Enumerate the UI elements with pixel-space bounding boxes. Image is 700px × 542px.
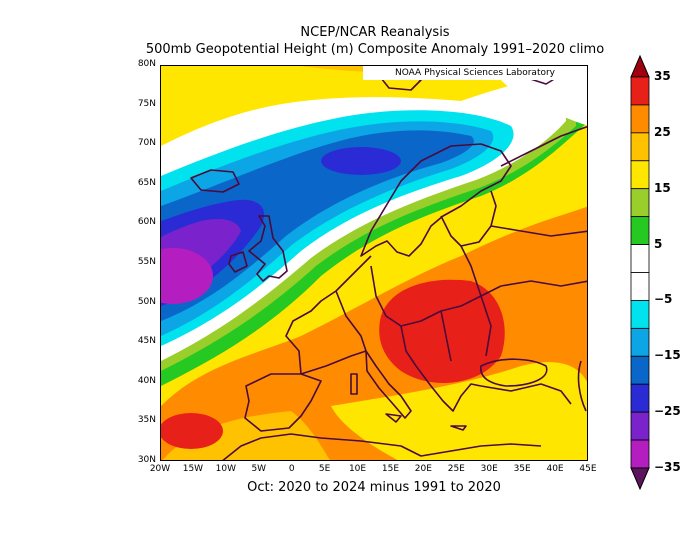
lon-tick-label: 15W [182, 464, 204, 474]
lon-tick-label: 25E [447, 464, 465, 474]
colorbar-segment [630, 327, 650, 357]
colorbar-segment [630, 244, 650, 273]
colorbar-max-triangle [630, 55, 650, 78]
anomaly-field [161, 66, 587, 460]
credit-label: NOAA Physical Sciences Laboratory [363, 66, 587, 80]
lat-tick-label: 60N [137, 217, 156, 228]
lon-tick-label: 20W [149, 464, 171, 474]
colorbar-segment [630, 160, 650, 190]
colorbar-label: 5 [654, 236, 663, 251]
lat-tick-label: 75N [137, 98, 156, 109]
colorbar-segment [630, 216, 650, 245]
colorbar-label: 35 [654, 69, 671, 83]
lon-tick-label: 10W [215, 464, 237, 474]
lon-tick-label: 35E [513, 464, 531, 474]
chart-title: NCEP/NCAR Reanalysis [300, 25, 450, 40]
lon-tick-label: 10E [348, 464, 367, 474]
colorbar-segment [630, 132, 650, 162]
colorbar-segment [630, 355, 650, 385]
colorbar-segment [630, 76, 650, 106]
lat-tick-label: 80N [137, 59, 156, 69]
colorbar-label: −25 [654, 404, 681, 419]
colorbar [630, 55, 650, 490]
lat-tick-label: 35N [137, 415, 156, 426]
colorbar-segment [630, 188, 650, 218]
lon-tick-label: 5W [251, 464, 267, 474]
colorbar-segment [630, 383, 650, 413]
lat-tick-label: 30N [137, 455, 156, 465]
lon-tick-label: 45E [579, 464, 597, 474]
colorbar-segment [630, 439, 650, 469]
colorbar-label: 25 [654, 124, 671, 139]
lat-tick-label: 40N [137, 375, 156, 386]
lon-tick-label: 5E [318, 464, 331, 474]
colorbar-label: 15 [654, 180, 671, 195]
anomaly-map [160, 65, 588, 461]
colorbar-label: −35 [654, 460, 681, 474]
chart-subtitle: 500mb Geopotential Height (m) Composite … [145, 42, 605, 57]
lat-tick-label: 55N [137, 257, 156, 267]
colorbar-segment [630, 411, 650, 441]
date-range-caption: Oct: 2020 to 2024 minus 1991 to 2020 [247, 480, 501, 495]
colorbar-segment [630, 104, 650, 134]
colorbar-label: −5 [654, 292, 673, 307]
colorbar-label: −15 [654, 348, 681, 363]
lon-tick-label: 15E [381, 464, 400, 474]
lon-tick-label: 40E [546, 464, 564, 474]
lat-tick-label: 65N [137, 177, 156, 188]
lon-tick-label: 0 [288, 464, 295, 474]
lat-tick-label: 45N [137, 336, 156, 347]
colorbar-segment [630, 300, 650, 329]
lat-tick-label: 70N [137, 138, 156, 149]
lon-tick-label: 30E [480, 464, 498, 474]
lat-tick-label: 50N [137, 296, 156, 307]
colorbar-min-triangle [630, 467, 650, 490]
colorbar-segment [630, 272, 650, 301]
lon-tick-label: 20E [414, 464, 432, 474]
